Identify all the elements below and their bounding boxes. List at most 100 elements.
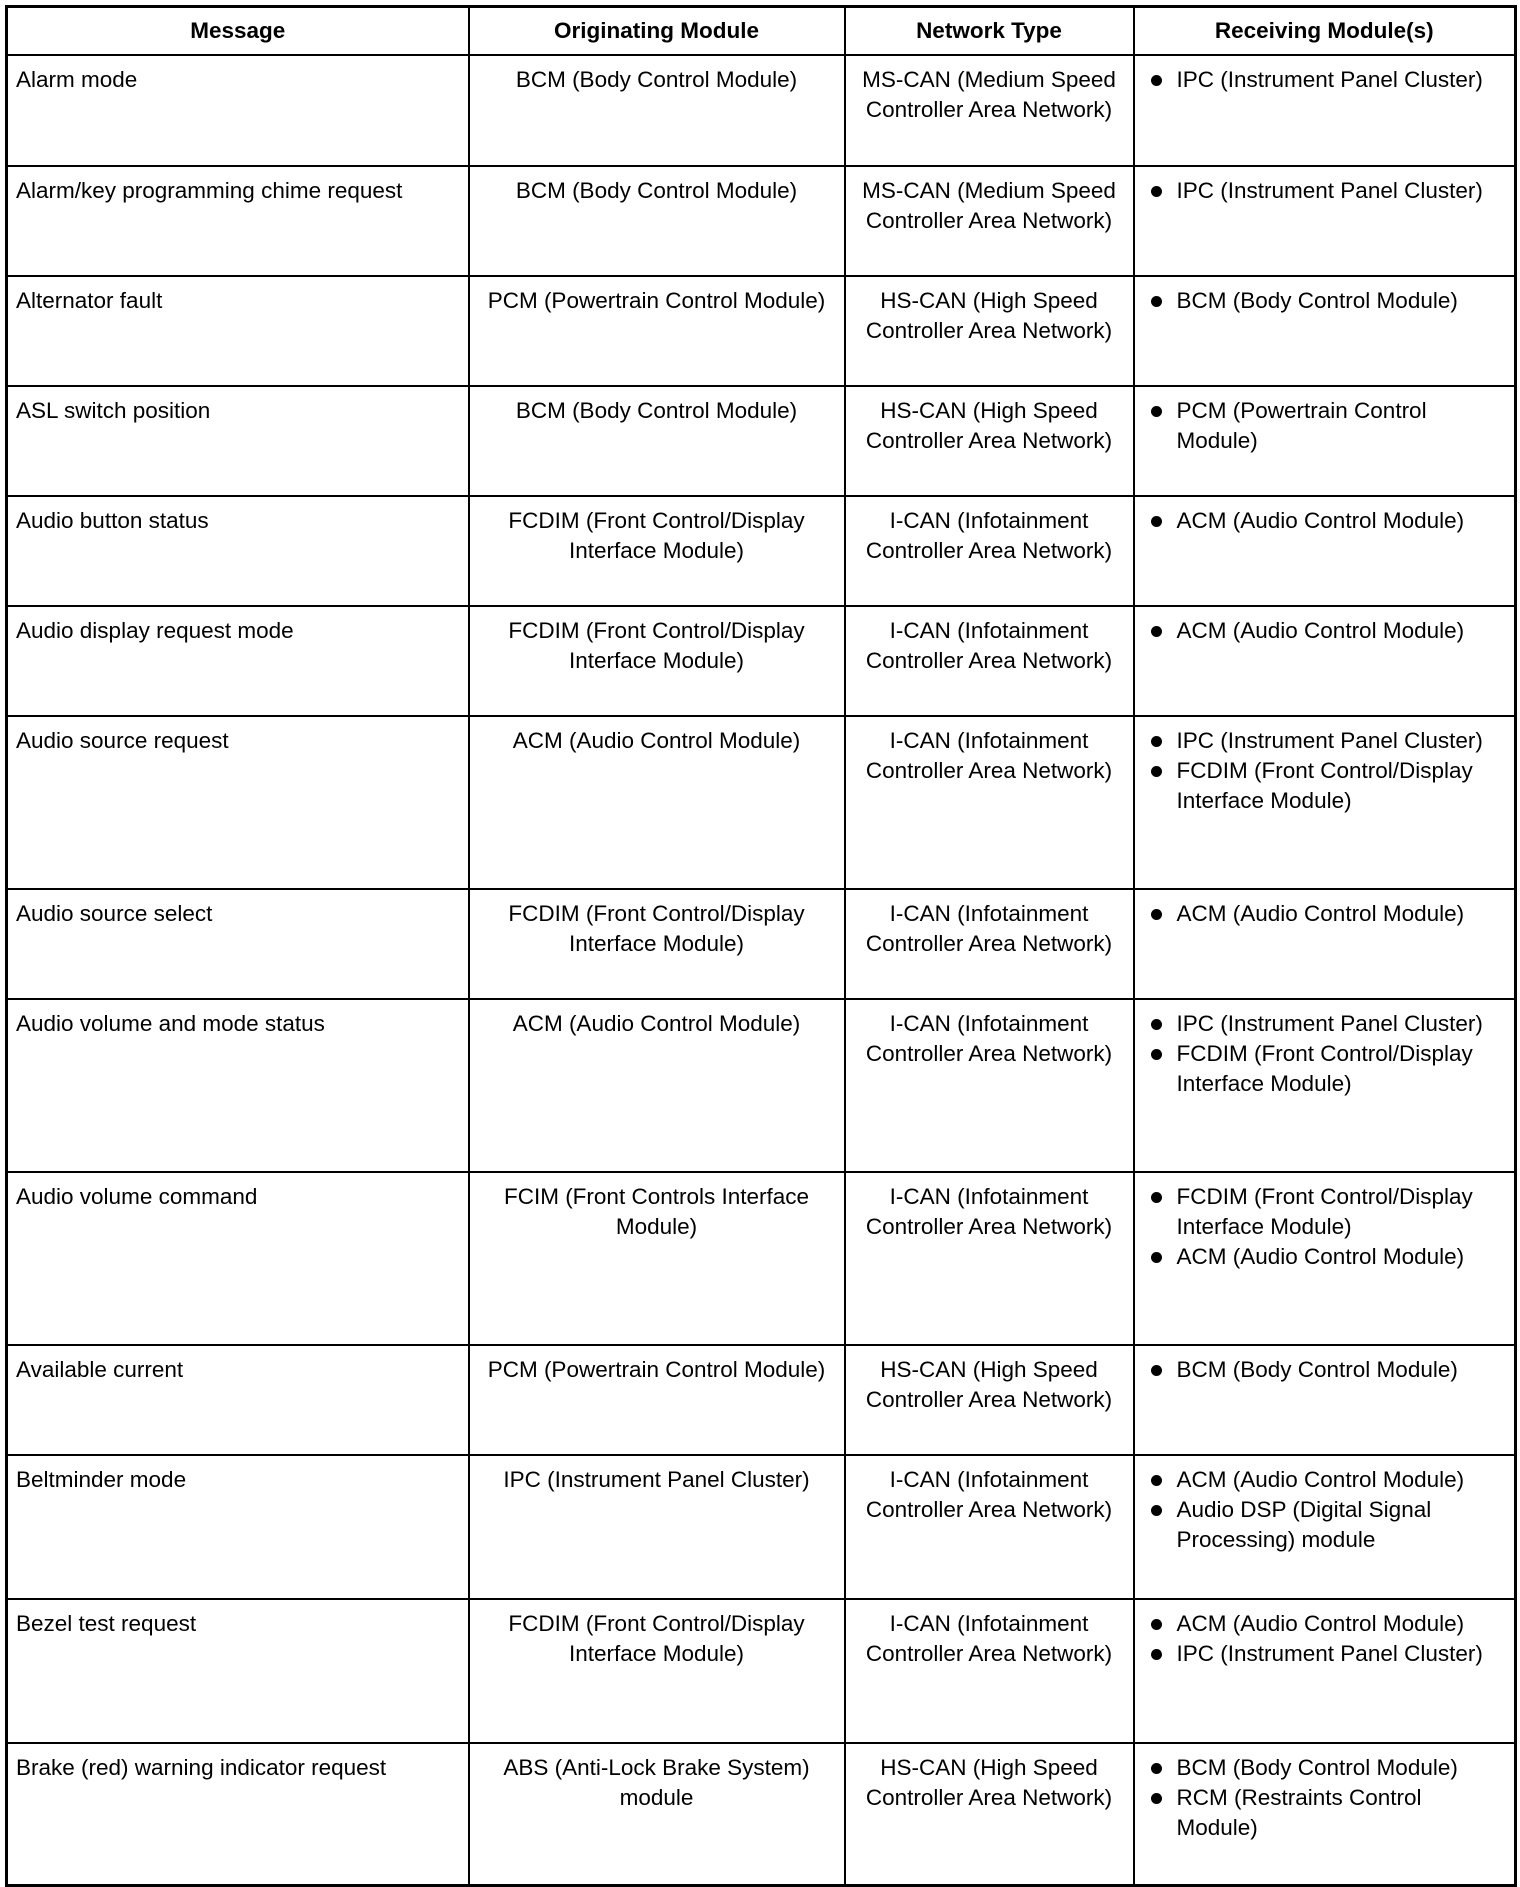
bullet-icon — [1150, 1793, 1162, 1804]
receiver-list: ACM (Audio Control Module) IPC (Instrumen… — [1143, 1609, 1507, 1669]
receiver-label: FCDIM (Front Control/Display Interface M… — [1176, 1041, 1473, 1096]
network-type-cell: MS-CAN (Medium Speed Controller Area Net… — [843, 165, 1135, 277]
receiver-list: IPC (Instrument Panel Cluster) FCDIM (Fro… — [1143, 1009, 1507, 1099]
originating-module-cell: BCM (Body Control Module) — [467, 54, 846, 167]
bullet-icon — [1150, 1365, 1162, 1376]
receiver-label: PCM (Powertrain Control Module) — [1176, 398, 1427, 453]
network-type-cell: HS-CAN (High Speed Controller Area Netwo… — [843, 1742, 1135, 1887]
receiver-list: ACM (Audio Control Module) Audio DSP (Dig… — [1143, 1465, 1507, 1555]
header-network-type: Network Type — [843, 5, 1135, 56]
bullet-icon — [1150, 1475, 1162, 1486]
network-type-cell: MS-CAN (Medium Speed Controller Area Net… — [843, 54, 1135, 167]
receiver-list: ACM (Audio Control Module) — [1143, 506, 1507, 536]
bullet-icon — [1150, 1619, 1162, 1630]
header-row: Message Originating Module Network Type … — [5, 5, 1517, 56]
message-cell: Audio source select — [5, 888, 470, 1000]
receiving-modules-cell: IPC (Instrument Panel Cluster) FCDIM (Fro… — [1132, 715, 1517, 890]
receiver-item: IPC (Instrument Panel Cluster) — [1143, 726, 1507, 756]
receiver-list: ACM (Audio Control Module) — [1143, 899, 1507, 929]
receiver-list: PCM (Powertrain Control Module) — [1143, 396, 1507, 456]
message-cell: Audio volume command — [5, 1171, 470, 1346]
table-row: Alarm/key programming chime request BCM (… — [5, 165, 1517, 277]
network-type-cell: I-CAN (Infotainment Controller Area Netw… — [843, 605, 1135, 717]
originating-module-cell: BCM (Body Control Module) — [467, 165, 846, 277]
receiver-item: IPC (Instrument Panel Cluster) — [1143, 1009, 1507, 1039]
receiver-item: PCM (Powertrain Control Module) — [1143, 396, 1507, 456]
bullet-icon — [1150, 736, 1162, 747]
bullet-icon — [1150, 406, 1162, 417]
table-row: Alarm mode BCM (Body Control Module) MS-CA… — [5, 54, 1517, 167]
receiver-list: IPC (Instrument Panel Cluster) — [1143, 65, 1507, 95]
header-message: Message — [5, 5, 470, 56]
message-cell: Audio display request mode — [5, 605, 470, 717]
receiving-modules-cell: ACM (Audio Control Module) — [1132, 605, 1517, 717]
receiver-list: IPC (Instrument Panel Cluster) — [1143, 176, 1507, 206]
message-cell: Available current — [5, 1344, 470, 1456]
message-cell: Alarm/key programming chime request — [5, 165, 470, 277]
bullet-icon — [1150, 186, 1162, 197]
receiver-item: IPC (Instrument Panel Cluster) — [1143, 65, 1507, 95]
receiver-item: ACM (Audio Control Module) — [1143, 1609, 1507, 1639]
receiver-item: FCDIM (Front Control/Display Interface M… — [1143, 1039, 1507, 1099]
network-type-cell: I-CAN (Infotainment Controller Area Netw… — [843, 1598, 1135, 1744]
receiver-item: IPC (Instrument Panel Cluster) — [1143, 176, 1507, 206]
receiver-item: ACM (Audio Control Module) — [1143, 616, 1507, 646]
network-type-cell: HS-CAN (High Speed Controller Area Netwo… — [843, 1344, 1135, 1456]
table-row: Audio volume command FCIM (Front Controls… — [5, 1171, 1517, 1346]
receiver-item: ACM (Audio Control Module) — [1143, 506, 1507, 536]
receiving-modules-cell: ACM (Audio Control Module) IPC (Instrumen… — [1132, 1598, 1517, 1744]
bullet-icon — [1150, 909, 1162, 920]
network-type-cell: I-CAN (Infotainment Controller Area Netw… — [843, 1171, 1135, 1346]
bullet-icon — [1150, 1019, 1162, 1030]
receiver-label: IPC (Instrument Panel Cluster) — [1176, 178, 1483, 203]
table-row: Audio button status FCDIM (Front Control/… — [5, 495, 1517, 607]
message-cell: Audio source request — [5, 715, 470, 890]
table-row: Beltminder mode IPC (Instrument Panel Clu… — [5, 1454, 1517, 1600]
originating-module-cell: FCDIM (Front Control/Display Interface M… — [467, 888, 846, 1000]
bullet-icon — [1150, 1252, 1162, 1263]
receiver-label: ACM (Audio Control Module) — [1176, 618, 1465, 643]
receiving-modules-cell: IPC (Instrument Panel Cluster) — [1132, 165, 1517, 277]
table-row: Available current PCM (Powertrain Control… — [5, 1344, 1517, 1456]
receiver-item: ACM (Audio Control Module) — [1143, 1465, 1507, 1495]
receiving-modules-cell: FCDIM (Front Control/Display Interface M… — [1132, 1171, 1517, 1346]
bullet-icon — [1150, 1049, 1162, 1060]
receiver-item: Audio DSP (Digital Signal Processing) mo… — [1143, 1495, 1507, 1555]
bullet-icon — [1150, 296, 1162, 307]
table-row: Audio display request mode FCDIM (Front C… — [5, 605, 1517, 717]
receiver-label: ACM (Audio Control Module) — [1176, 1611, 1465, 1636]
receiver-item: BCM (Body Control Module) — [1143, 1753, 1507, 1783]
receiver-list: BCM (Body Control Module) RCM (Restraints… — [1143, 1753, 1507, 1843]
receiver-item: RCM (Restraints Control Module) — [1143, 1783, 1507, 1843]
receiver-item: FCDIM (Front Control/Display Interface M… — [1143, 1182, 1507, 1242]
receiving-modules-cell: ACM (Audio Control Module) — [1132, 495, 1517, 607]
table-row: Brake (red) warning indicator request ABS… — [5, 1742, 1517, 1887]
receiver-item: ACM (Audio Control Module) — [1143, 899, 1507, 929]
receiver-item: FCDIM (Front Control/Display Interface M… — [1143, 756, 1507, 816]
receiver-label: ACM (Audio Control Module) — [1176, 1244, 1465, 1269]
header-receiving-modules: Receiving Module(s) — [1132, 5, 1517, 56]
receiver-list: ACM (Audio Control Module) — [1143, 616, 1507, 646]
message-cell: ASL switch position — [5, 385, 470, 497]
receiver-item: IPC (Instrument Panel Cluster) — [1143, 1639, 1507, 1669]
receiving-modules-cell: BCM (Body Control Module) RCM (Restraints… — [1132, 1742, 1517, 1887]
receiver-list: BCM (Body Control Module) — [1143, 1355, 1507, 1385]
originating-module-cell: ABS (Anti-Lock Brake System) module — [467, 1742, 846, 1887]
originating-module-cell: FCDIM (Front Control/Display Interface M… — [467, 495, 846, 607]
originating-module-cell: PCM (Powertrain Control Module) — [467, 275, 846, 387]
bullet-icon — [1150, 1649, 1162, 1660]
message-cell: Audio volume and mode status — [5, 998, 470, 1173]
network-type-cell: I-CAN (Infotainment Controller Area Netw… — [843, 1454, 1135, 1600]
message-cell: Audio button status — [5, 495, 470, 607]
receiving-modules-cell: BCM (Body Control Module) — [1132, 275, 1517, 387]
originating-module-cell: BCM (Body Control Module) — [467, 385, 846, 497]
receiver-label: IPC (Instrument Panel Cluster) — [1176, 1011, 1483, 1036]
network-type-cell: HS-CAN (High Speed Controller Area Netwo… — [843, 275, 1135, 387]
message-cell: Brake (red) warning indicator request — [5, 1742, 470, 1887]
table-row: Audio source request ACM (Audio Control M… — [5, 715, 1517, 890]
receiver-label: IPC (Instrument Panel Cluster) — [1176, 67, 1483, 92]
receiving-modules-cell: IPC (Instrument Panel Cluster) — [1132, 54, 1517, 167]
message-cell: Bezel test request — [5, 1598, 470, 1744]
receiver-item: ACM (Audio Control Module) — [1143, 1242, 1507, 1272]
receiver-label: FCDIM (Front Control/Display Interface M… — [1176, 758, 1473, 813]
